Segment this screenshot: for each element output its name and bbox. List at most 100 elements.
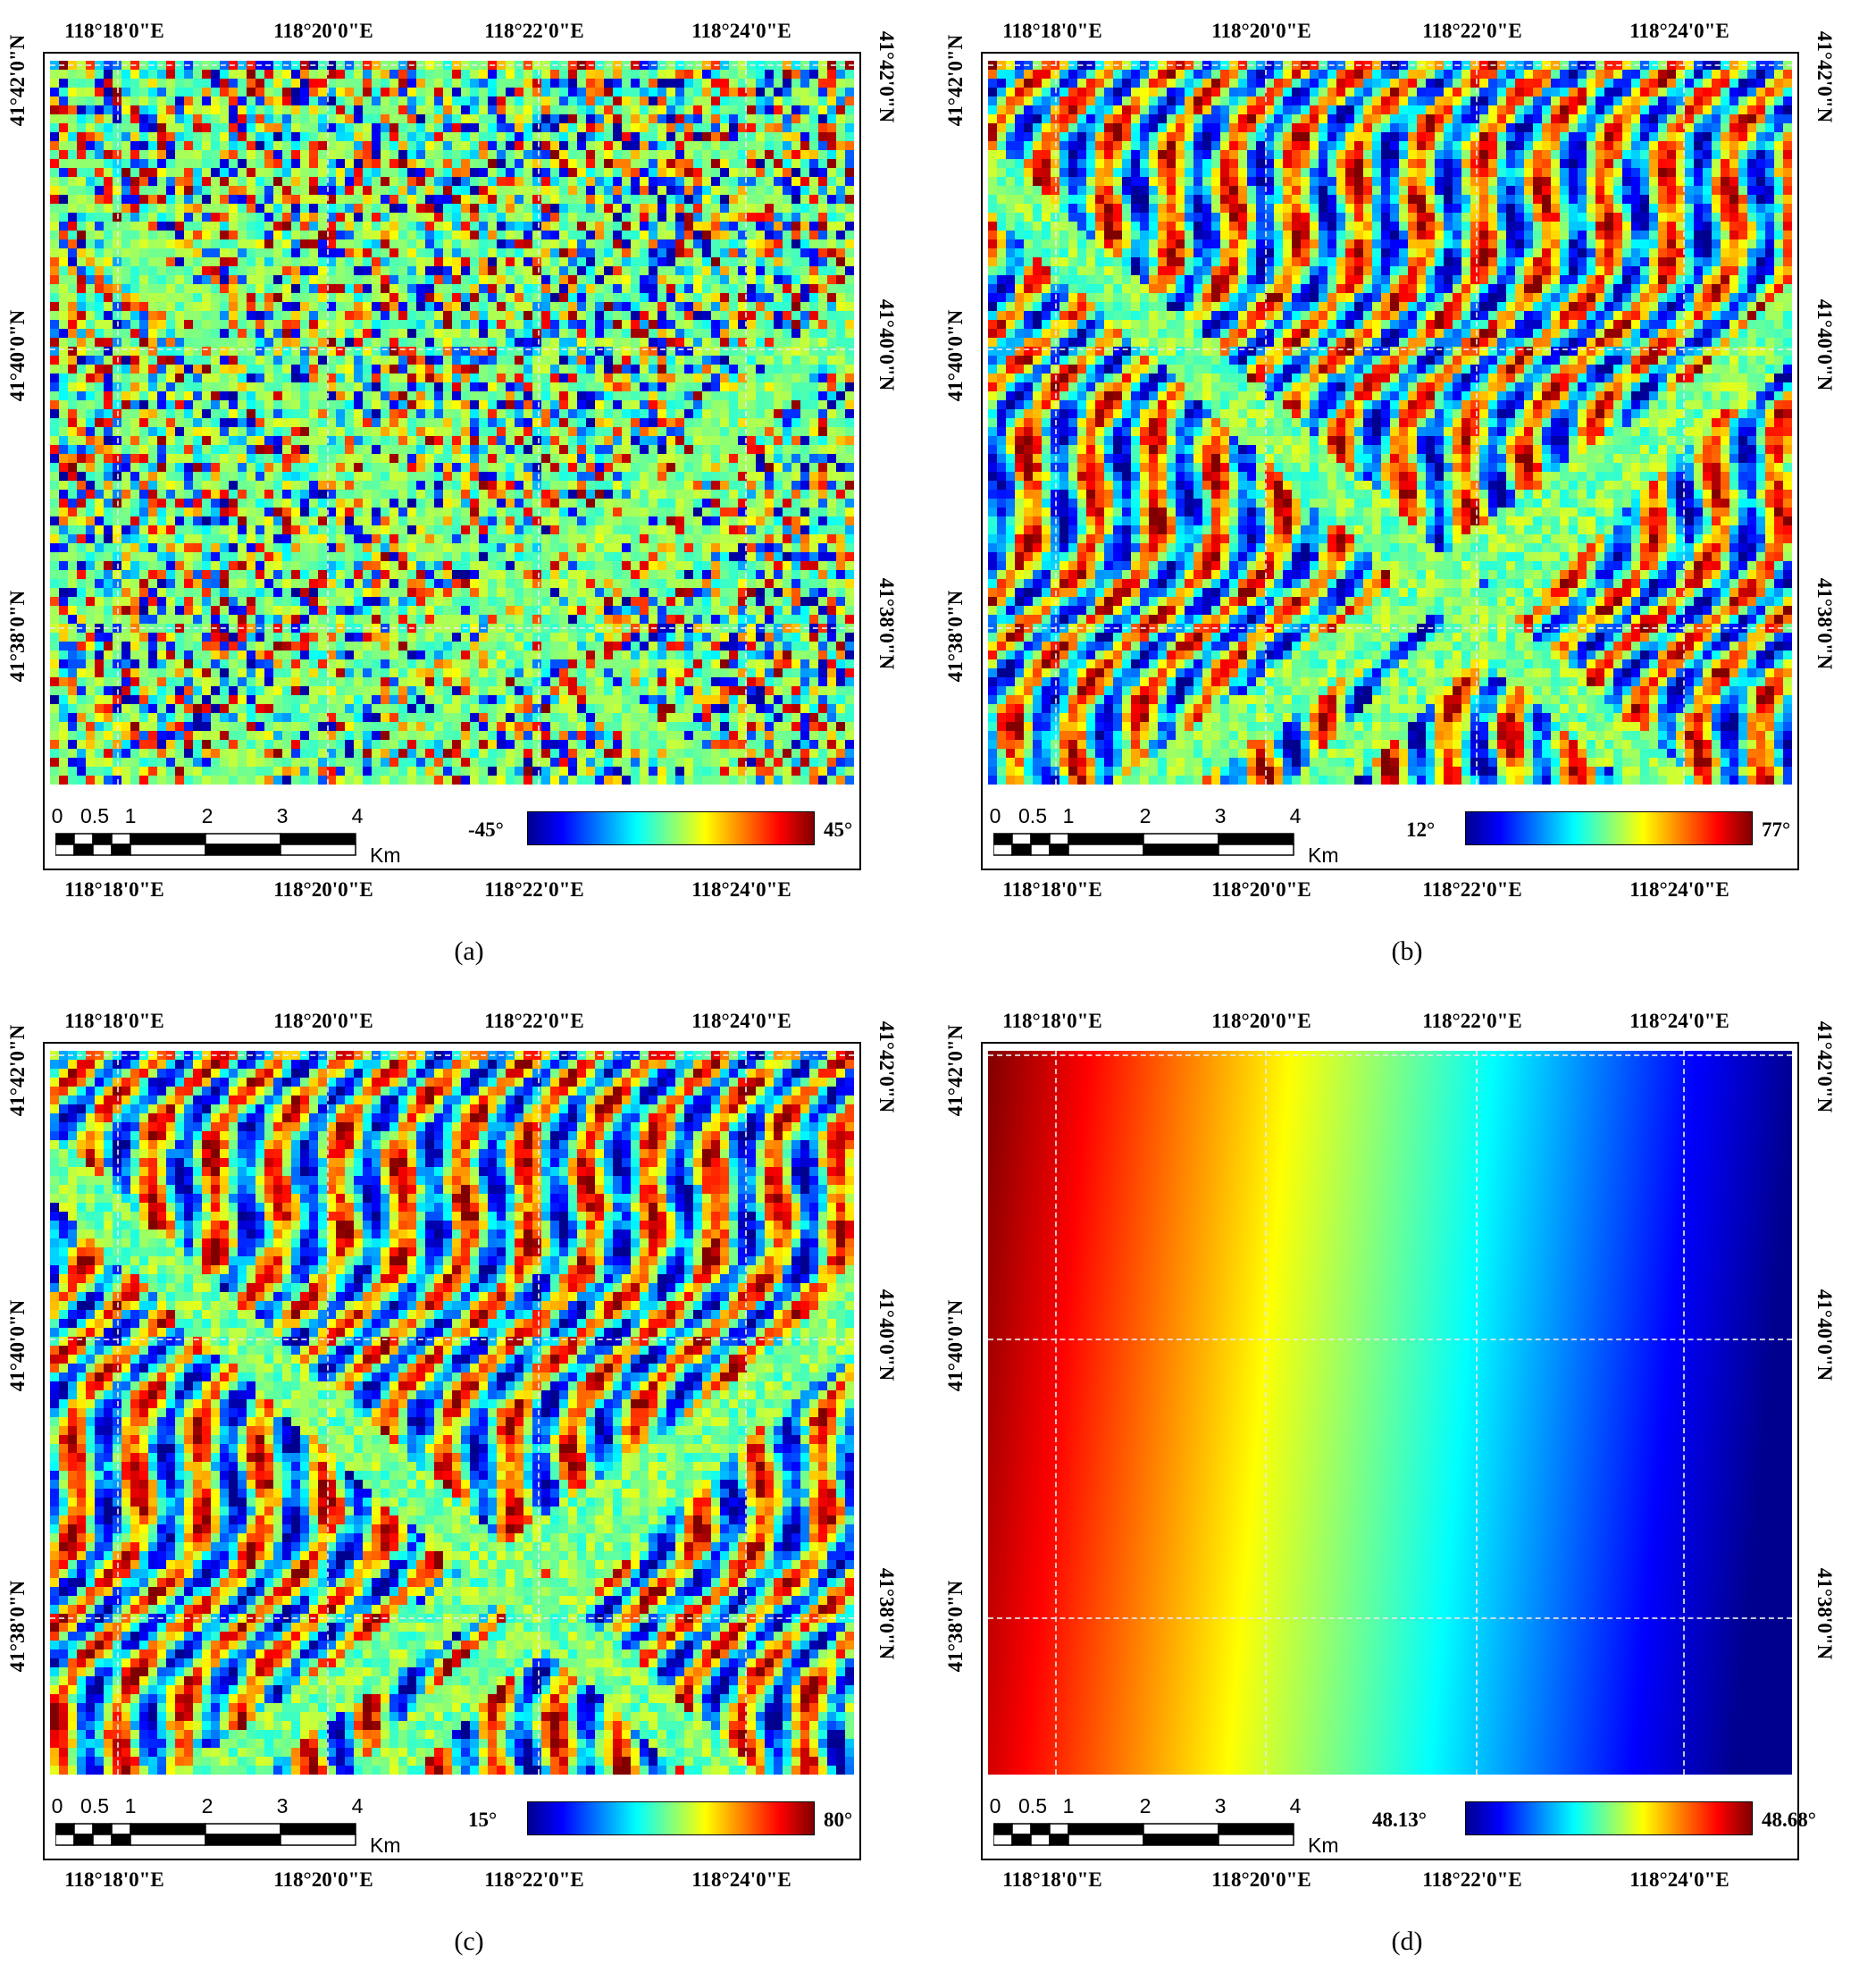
raster-image — [988, 61, 1792, 785]
panel-caption: (c) — [0, 1926, 938, 1957]
scale-label: 2 — [1140, 804, 1152, 828]
panel-caption: (b) — [938, 936, 1876, 967]
graticule-line — [988, 1054, 1792, 1056]
scale-label: 2 — [1140, 1794, 1152, 1818]
scale-label: 0 — [990, 804, 1001, 828]
longitude-tick-top: 118°20'0"E — [1211, 1010, 1311, 1033]
map-frame: 0 0.5 1 2 3 4 — [981, 52, 1799, 870]
scale-unit: Km — [370, 1834, 401, 1858]
longitude-tick-top: 118°18'0"E — [64, 1010, 163, 1033]
scale-label: 0.5 — [80, 1794, 109, 1818]
legend-max-label: 48.68° — [1762, 1809, 1816, 1832]
latitude-tick-right: 41°40'0"N — [1813, 299, 1836, 390]
latitude-tick-left: 41°42'0"N — [6, 35, 29, 126]
legend-max-label: 80° — [824, 1809, 852, 1832]
longitude-tick-bottom: 118°18'0"E — [64, 878, 163, 902]
map-frame: 0 0.5 1 2 3 4 — [981, 1042, 1816, 1860]
scale-bar-graphic — [55, 833, 356, 856]
scale-label: 1 — [1063, 1794, 1075, 1818]
scale-label: 3 — [277, 804, 289, 828]
latitude-tick-left: 41°38'0"N — [944, 591, 967, 682]
latitude-tick-left: 41°38'0"N — [944, 1581, 967, 1672]
map-panel-a: 118°18'0"E 118°20'0"E 118°22'0"E 118°24'… — [0, 0, 938, 990]
legend-min-label: -45° — [468, 818, 504, 842]
longitude-tick-top: 118°22'0"E — [1422, 20, 1521, 43]
longitude-tick-top: 118°20'0"E — [273, 20, 373, 43]
graticule-line — [1476, 61, 1478, 785]
scale-unit: Km — [1308, 1834, 1339, 1858]
graticule-line — [327, 61, 329, 785]
map-frame: 0 0.5 1 2 3 4 — [43, 52, 861, 870]
legend-min-label: 12° — [1406, 818, 1435, 842]
scale-bar-graphic — [993, 833, 1294, 856]
graticule-line — [988, 64, 1792, 66]
latitude-tick-right: 41°42'0"N — [1813, 1021, 1836, 1112]
longitude-tick-top: 118°24'0"E — [1629, 1010, 1729, 1033]
longitude-tick-top: 118°18'0"E — [1002, 20, 1101, 43]
latitude-tick-right: 41°42'0"N — [875, 1021, 898, 1112]
longitude-tick-bottom: 118°20'0"E — [1211, 878, 1311, 902]
latitude-tick-right: 41°42'0"N — [1813, 31, 1836, 122]
scale-unit: Km — [370, 844, 401, 868]
longitude-tick-top: 118°18'0"E — [1002, 1010, 1101, 1033]
scale-label: 4 — [352, 804, 364, 828]
scale-label: 0.5 — [1018, 804, 1047, 828]
longitude-tick-top: 118°24'0"E — [691, 20, 791, 43]
scale-label: 1 — [125, 1794, 137, 1818]
legend-max-label: 45° — [824, 818, 852, 842]
scale-label: 3 — [277, 1794, 289, 1818]
raster-map — [988, 1051, 1792, 1775]
longitude-tick-bottom: 118°20'0"E — [273, 878, 373, 902]
color-ramp-legend — [527, 1801, 815, 1835]
scale-bar: 0 0.5 1 2 3 4 — [990, 804, 1339, 867]
latitude-tick-right: 41°38'0"N — [1813, 578, 1836, 669]
graticule-line — [50, 348, 854, 350]
scale-bar: 0 0.5 1 2 3 4 — [990, 1794, 1339, 1857]
longitude-tick-bottom: 118°18'0"E — [1002, 1868, 1101, 1892]
graticule-line — [50, 64, 854, 66]
longitude-tick-bottom: 118°22'0"E — [1422, 878, 1521, 902]
raster-image — [50, 61, 854, 785]
longitude-tick-bottom: 118°24'0"E — [1629, 1868, 1729, 1892]
longitude-tick-bottom: 118°18'0"E — [64, 1868, 163, 1892]
longitude-tick-bottom: 118°22'0"E — [1422, 1868, 1521, 1892]
scale-label: 4 — [352, 1794, 364, 1818]
longitude-tick-top: 118°18'0"E — [64, 20, 163, 43]
raster-fill — [988, 1051, 1792, 1775]
color-ramp-legend — [527, 811, 815, 845]
graticule-line — [1265, 1051, 1267, 1775]
longitude-tick-bottom: 118°18'0"E — [1002, 878, 1101, 902]
latitude-tick-left: 41°38'0"N — [6, 591, 29, 682]
graticule-line — [50, 1617, 854, 1619]
longitude-tick-bottom: 118°24'0"E — [691, 878, 791, 902]
scale-label: 3 — [1215, 804, 1227, 828]
scale-label: 2 — [202, 1794, 214, 1818]
scale-unit: Km — [1308, 844, 1339, 868]
latitude-tick-right: 41°40'0"N — [875, 1289, 898, 1381]
longitude-tick-bottom: 118°24'0"E — [691, 1868, 791, 1892]
scale-bar-graphic — [55, 1823, 356, 1846]
latitude-tick-left: 41°42'0"N — [944, 1025, 967, 1116]
legend-max-label: 77° — [1762, 818, 1790, 842]
longitude-tick-top: 118°22'0"E — [484, 20, 583, 43]
scale-label: 1 — [125, 804, 137, 828]
scale-label: 4 — [1290, 804, 1302, 828]
scale-label: 0 — [52, 1794, 63, 1818]
graticule-line — [988, 1617, 1792, 1619]
longitude-tick-bottom: 118°22'0"E — [484, 1868, 583, 1892]
panel-caption: (d) — [938, 1926, 1876, 1957]
scale-bar: 0 0.5 1 2 3 4 — [52, 1794, 401, 1857]
longitude-tick-bottom: 118°20'0"E — [1211, 1868, 1311, 1892]
graticule-line — [327, 1051, 329, 1775]
longitude-tick-top: 118°22'0"E — [1422, 1010, 1521, 1033]
graticule-line — [1055, 1051, 1057, 1775]
scale-label: 2 — [202, 804, 214, 828]
longitude-tick-bottom: 118°20'0"E — [273, 1868, 373, 1892]
scale-label: 0.5 — [80, 804, 109, 828]
scale-bar: 0 0.5 1 2 3 4 — [52, 804, 401, 867]
longitude-tick-top: 118°20'0"E — [273, 1010, 373, 1033]
map-frame: 0 0.5 1 2 3 4 — [43, 1042, 861, 1860]
graticule-line — [988, 348, 1792, 350]
graticule-line — [988, 627, 1792, 629]
graticule-line — [538, 61, 540, 785]
